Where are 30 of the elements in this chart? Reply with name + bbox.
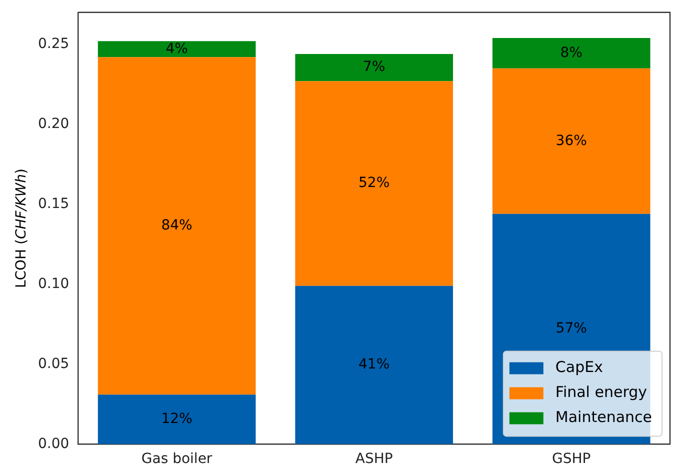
bar <box>295 54 453 82</box>
annotation: 41% <box>358 356 390 373</box>
bar <box>295 81 453 286</box>
annotation: 12% <box>161 411 192 428</box>
x-tick-label: GSHP <box>552 451 591 468</box>
legend-label: Maintenance <box>555 408 652 426</box>
annotation: 8% <box>560 44 582 61</box>
annotation: 7% <box>362 59 386 76</box>
annotation: 36% <box>556 132 587 149</box>
legend-label: Final energy <box>555 383 648 402</box>
annotation: 84% <box>161 218 192 234</box>
bar <box>98 41 256 58</box>
legend-label: CapEx <box>555 358 604 376</box>
y-tick-label: 0.15 <box>38 196 70 212</box>
y-tick-label: 0.10 <box>38 276 70 292</box>
bar <box>492 68 650 214</box>
x-tick-label: Gas boiler <box>141 451 212 468</box>
y-tick-label: 0.20 <box>38 116 70 132</box>
annotation: 57% <box>556 320 587 337</box>
annotation: 52% <box>358 175 390 192</box>
bar <box>492 38 650 68</box>
annotation: 4% <box>166 40 188 57</box>
x-tick-label: ASHP <box>355 451 393 468</box>
y-tick-label: 0.25 <box>38 36 70 52</box>
bar <box>295 286 453 444</box>
y-tick-label: 0.00 <box>38 436 70 452</box>
bar <box>98 394 256 444</box>
y-tick-label: 0.05 <box>38 356 70 372</box>
bar <box>98 57 256 395</box>
y-axis-title: LCOH (CHF/KWh) <box>14 168 30 288</box>
